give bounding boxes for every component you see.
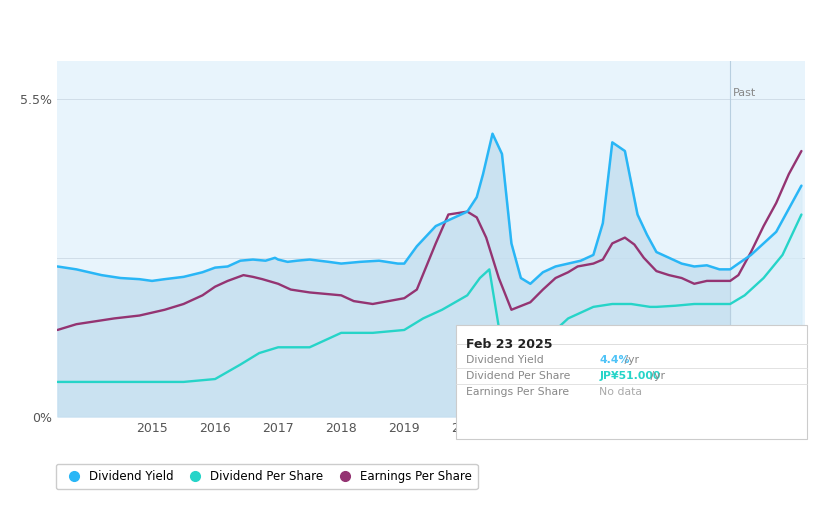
Text: No data: No data [599, 387, 642, 397]
Text: Earnings Per Share: Earnings Per Share [466, 387, 569, 397]
Text: Dividend Per Share: Dividend Per Share [466, 371, 570, 381]
Text: /yr: /yr [647, 371, 665, 381]
Text: 4.4%: 4.4% [599, 355, 630, 365]
Text: JP¥51.000: JP¥51.000 [599, 371, 661, 381]
Text: /yr: /yr [621, 355, 639, 365]
Text: Dividend Yield: Dividend Yield [466, 355, 544, 365]
Text: Feb 23 2025: Feb 23 2025 [466, 338, 552, 351]
Text: Past: Past [733, 87, 757, 98]
Legend: Dividend Yield, Dividend Per Share, Earnings Per Share: Dividend Yield, Dividend Per Share, Earn… [56, 464, 478, 489]
